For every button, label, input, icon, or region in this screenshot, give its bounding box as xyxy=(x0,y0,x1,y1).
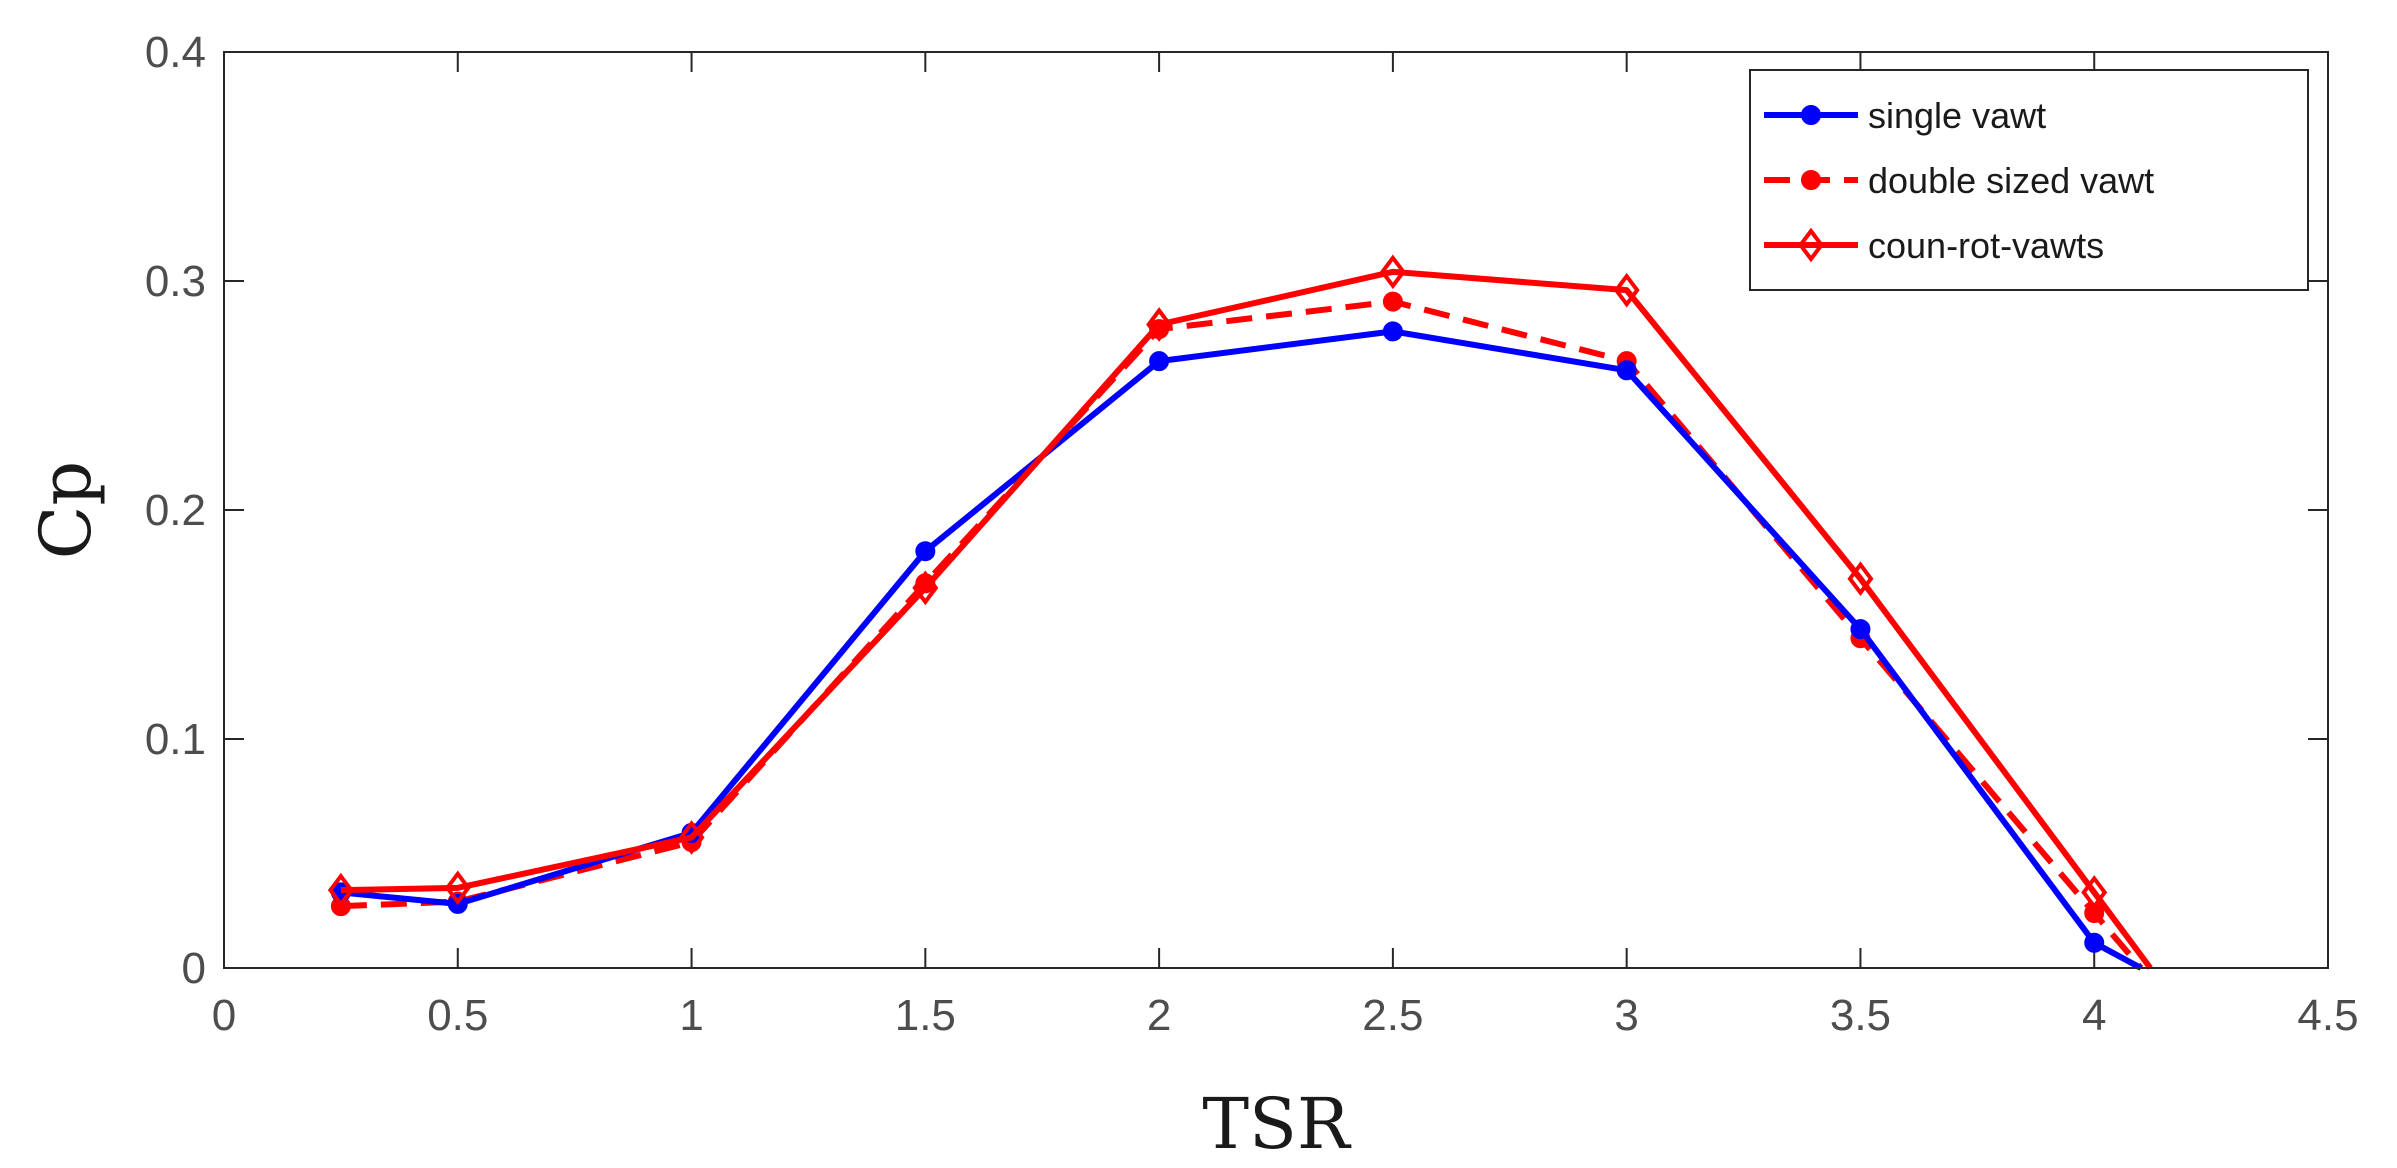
x-tick-label: 2.5 xyxy=(1362,991,1423,1040)
data-point xyxy=(1850,619,1871,640)
x-tick-label: 0 xyxy=(212,991,236,1040)
plot-area xyxy=(327,254,2153,971)
data-point xyxy=(678,820,705,855)
data-point xyxy=(1382,321,1403,342)
data-point xyxy=(1616,360,1637,381)
data-point xyxy=(1379,254,1406,290)
data-point xyxy=(1382,291,1403,312)
y-tick-label: 0.2 xyxy=(145,486,206,535)
legend-box xyxy=(1749,69,2309,291)
data-point xyxy=(2081,875,2108,910)
x-tick-label: 4.5 xyxy=(2297,991,2358,1040)
legend-entry: coun-rot-vawts xyxy=(1764,225,2104,266)
legend-label: coun-rot-vawts xyxy=(1868,225,2104,266)
legend-label: double sized vawt xyxy=(1868,160,2154,201)
x-axis-ticks: 0 0.5 1 1.5 2 2.5 3 3.5 4 4.5 xyxy=(212,52,2359,1040)
x-tick-label: 1 xyxy=(679,991,703,1040)
data-point xyxy=(1149,351,1170,372)
y-axis-title: Cp xyxy=(25,461,107,559)
y-tick-label: 0.4 xyxy=(145,28,206,77)
x-tick-label: 1.5 xyxy=(895,991,956,1040)
x-tick-label: 4 xyxy=(2082,991,2106,1040)
data-point xyxy=(1146,307,1173,342)
legend-label: single vawt xyxy=(1868,95,2046,136)
legend: single vawt double sized vawt coun-rot-vaw… xyxy=(1749,69,2309,291)
legend-swatch-marker xyxy=(1801,170,1821,190)
x-tick-label: 2 xyxy=(1147,991,1171,1040)
x-tick-label: 3 xyxy=(1614,991,1638,1040)
data-point xyxy=(327,872,354,908)
data-point xyxy=(912,570,939,606)
data-point xyxy=(444,870,471,906)
legend-swatch-marker xyxy=(1798,227,1824,263)
series-coun-rot-vawts xyxy=(327,254,2153,970)
series-line xyxy=(340,298,2144,970)
series-single-vawt xyxy=(330,321,2143,971)
legend-swatch-marker xyxy=(1801,105,1821,125)
series-line xyxy=(340,328,2143,971)
y-axis-ticks: 0 0.1 0.2 0.3 0.4 xyxy=(145,28,2328,993)
legend-entry: single vawt xyxy=(1764,95,2046,136)
y-tick-label: 0 xyxy=(182,944,206,993)
series-line xyxy=(340,268,2153,970)
y-tick-label: 0.1 xyxy=(145,715,206,764)
x-axis-title: TSR xyxy=(1202,1083,1352,1165)
data-point xyxy=(1613,272,1640,308)
axes-frame xyxy=(223,51,2329,969)
data-point xyxy=(1847,561,1874,597)
data-point xyxy=(2084,932,2105,953)
legend-entry: double sized vawt xyxy=(1764,160,2154,201)
y-tick-label: 0.3 xyxy=(145,257,206,306)
x-tick-label: 3.5 xyxy=(1830,991,1891,1040)
x-tick-label: 0.5 xyxy=(427,991,488,1040)
data-point xyxy=(915,541,936,562)
